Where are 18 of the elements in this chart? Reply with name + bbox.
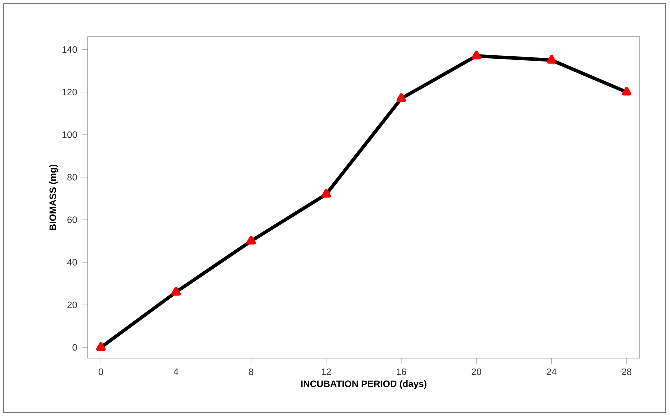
x-tick-label: 16 xyxy=(397,368,406,376)
y-tick-label: 80 xyxy=(68,174,78,181)
x-tick-label: 28 xyxy=(622,368,632,376)
y-axis-title: BIOMASS (mg) xyxy=(49,164,58,230)
x-tick-label: 24 xyxy=(547,368,557,376)
y-tick-label: 60 xyxy=(68,216,78,224)
y-tick-label: 120 xyxy=(62,89,78,96)
y-tick-label: 140 xyxy=(62,46,78,54)
x-tick-label: 0 xyxy=(98,368,104,376)
x-axis-title: INCUBATION PERIOD (days) xyxy=(301,380,427,390)
y-tick-label: 0 xyxy=(72,344,78,351)
y-tick-label: 40 xyxy=(67,259,78,266)
x-tick-label: 4 xyxy=(174,368,179,376)
x-tick-label: 8 xyxy=(249,368,254,376)
x-tick-label: 20 xyxy=(472,368,482,376)
x-tick-label: 12 xyxy=(322,368,332,376)
y-tick-label: 100 xyxy=(62,132,78,138)
y-tick-label: 20 xyxy=(68,302,78,308)
